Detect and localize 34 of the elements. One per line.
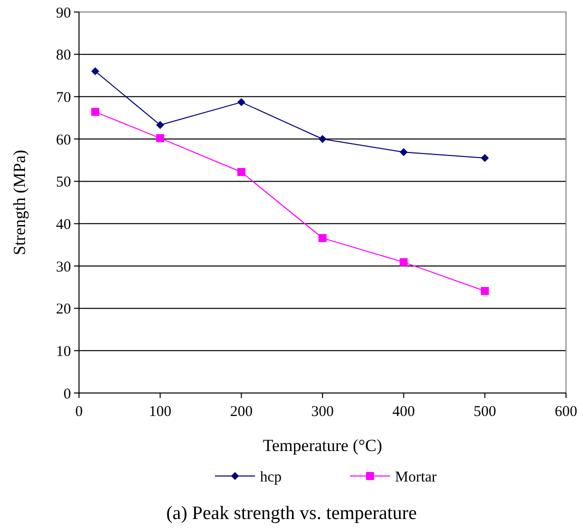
- y-tick-label: 50: [56, 174, 71, 191]
- y-tick-label: 70: [56, 90, 71, 106]
- point: [318, 234, 326, 242]
- x-tick-label: 200: [230, 404, 253, 420]
- point: [318, 135, 326, 143]
- y-axis-title: Strength (MPa): [10, 150, 29, 256]
- point: [156, 121, 164, 130]
- x-tick-label: 500: [474, 404, 496, 420]
- x-tick-label: 600: [554, 404, 578, 420]
- point: [156, 134, 164, 142]
- y-tick-label: 0: [64, 386, 71, 402]
- y-tick-label: 20: [56, 302, 71, 318]
- point: [480, 286, 489, 295]
- point: [91, 67, 100, 76]
- y-tick-label: 40: [56, 216, 71, 233]
- text: (a) Peak strength vs. temperature: [166, 503, 417, 524]
- x-tick-label: 400: [392, 404, 415, 420]
- point: [237, 168, 246, 176]
- point: [237, 98, 246, 106]
- legend-label: hcp: [260, 469, 282, 486]
- y-tick-label: 10: [56, 344, 71, 360]
- point: [400, 148, 408, 156]
- x-axis-title: Temperature (°C): [262, 436, 382, 455]
- x-tick-label: 0: [75, 404, 83, 420]
- y-tick-label: 80: [56, 48, 71, 64]
- legend-label: Mortar: [395, 469, 437, 486]
- point: [91, 108, 100, 116]
- point: [400, 258, 408, 266]
- point: [480, 154, 489, 162]
- x-tick-label: 300: [311, 404, 334, 420]
- y-tick-label: 90: [56, 5, 71, 22]
- y-tick-label: 60: [56, 132, 71, 148]
- x-tick-label: 100: [148, 404, 172, 420]
- y-tick-label: 30: [56, 259, 71, 276]
